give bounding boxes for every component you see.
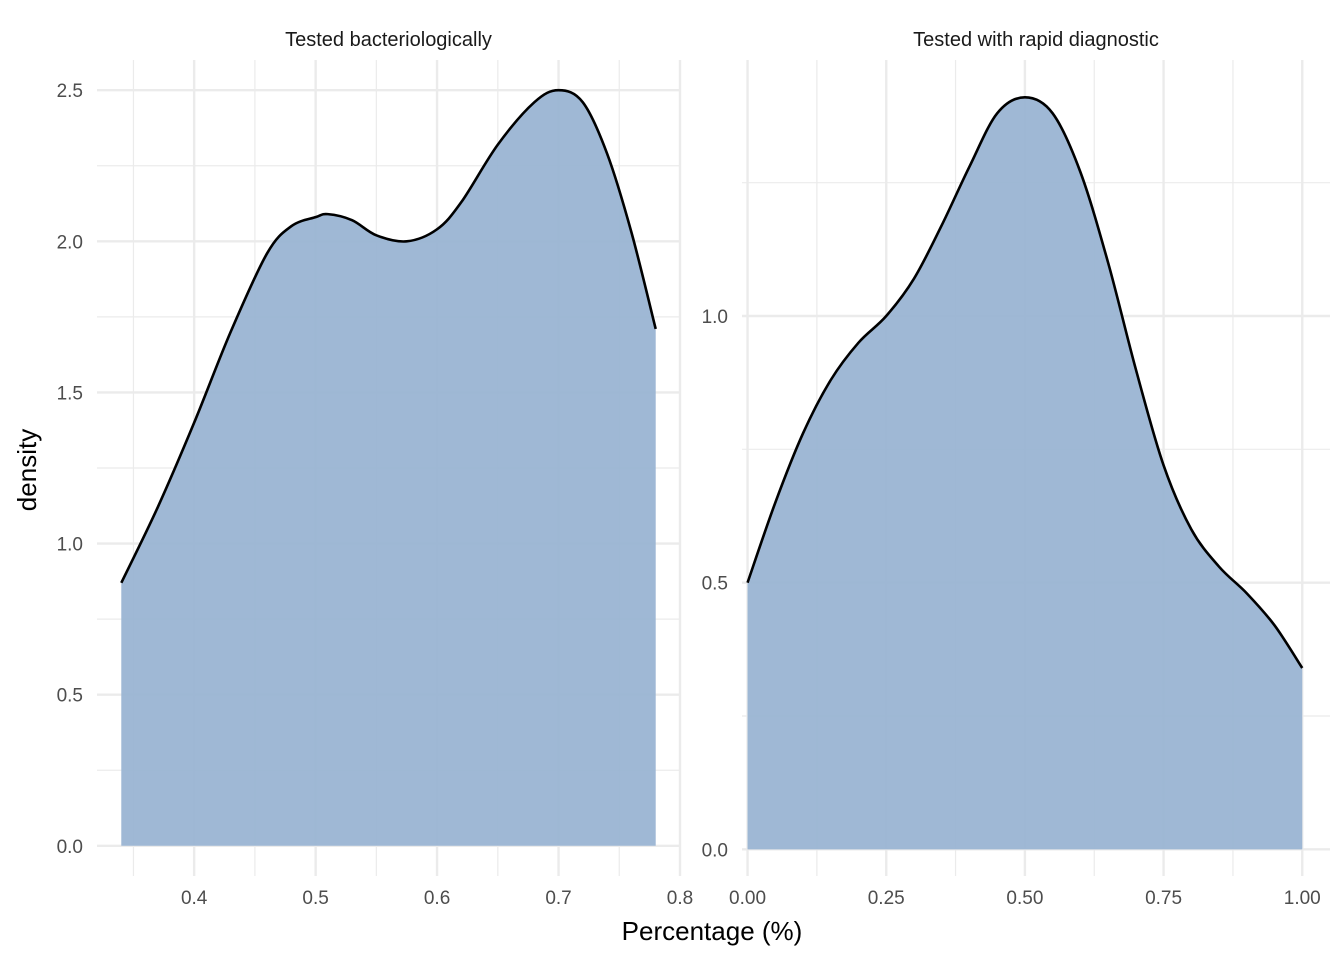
panel-title: Tested bacteriologically [285, 29, 492, 51]
panel-tested-bacteriologically: 0.4 0.5 0.6 0.7 0.8 0.0 0.5 1.0 1.5 2.0 2.5 Tested … [57, 29, 694, 909]
x-tick-label: 1.00 [1284, 888, 1321, 909]
density-line [120, 88, 657, 584]
x-tick-label: 0.6 [424, 888, 450, 909]
density-area [747, 97, 1303, 850]
x-tick-label: 0.25 [868, 888, 905, 909]
x-tick-label: 0.7 [545, 888, 571, 909]
x-tick-label: 0.00 [729, 888, 766, 909]
y-tick-label: 0.0 [57, 837, 83, 858]
panel-title: Tested with rapid diagnostic [913, 29, 1159, 51]
y-tick-label: 0.5 [57, 686, 83, 707]
y-tick-label: 1.5 [57, 383, 83, 404]
y-tick-label: 2.5 [57, 81, 83, 102]
density-line [746, 96, 1304, 669]
y-axis-title: density [12, 429, 42, 511]
x-tick-label: 0.75 [1145, 888, 1182, 909]
x-tick-label: 0.4 [181, 888, 208, 909]
x-tick-label: 0.50 [1006, 888, 1043, 909]
panel-tested-with-rapid-diagnostic: 0.00 0.25 0.50 0.75 1.00 0.0 0.5 1.0 Tested with… [702, 29, 1330, 909]
y-tick-label: 1.0 [702, 307, 728, 328]
y-tick-label: 0.5 [702, 574, 728, 595]
density-area [121, 90, 656, 846]
y-tick-label: 0.0 [702, 840, 728, 861]
y-tick-label: 1.0 [57, 535, 83, 556]
y-tick-label: 2.0 [57, 232, 83, 253]
x-axis-title: Percentage (%) [622, 916, 803, 946]
x-tick-label: 0.8 [667, 888, 693, 909]
x-tick-label: 0.5 [302, 888, 328, 909]
